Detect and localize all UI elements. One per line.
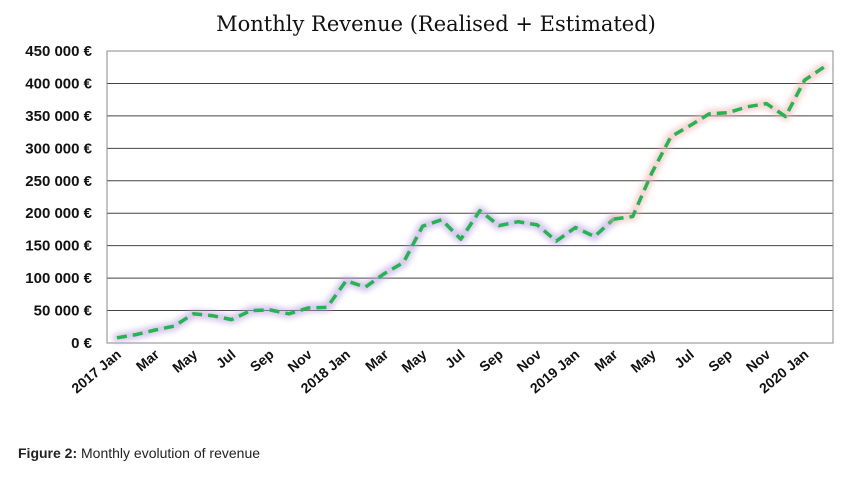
y-tick-label: 350 000 € — [25, 108, 92, 125]
y-tick-label: 250 000 € — [25, 173, 92, 190]
y-tick-label: 100 000 € — [25, 270, 92, 287]
x-tick-label: 2017 Jan — [68, 346, 124, 396]
revenue-chart: Monthly Revenue (Realised + Estimated) 0… — [25, 12, 834, 397]
x-tick-label: May — [628, 346, 659, 376]
x-tick-label: Nov — [284, 346, 315, 375]
figure-caption-label: Figure 2: — [18, 445, 78, 461]
x-tick-label: Sep — [247, 346, 277, 375]
grid-lines — [107, 82, 833, 312]
plot-area-border — [106, 50, 834, 344]
x-tick-label: Nov — [743, 346, 774, 375]
chart-title: Monthly Revenue (Realised + Estimated) — [216, 12, 656, 36]
x-tick-label: May — [398, 346, 429, 376]
series-group — [112, 62, 829, 343]
series-line-estimated — [613, 65, 825, 221]
x-tick-label: Sep — [705, 346, 735, 375]
x-tick-label: Mar — [362, 346, 392, 375]
y-tick-label: 400 000 € — [25, 75, 92, 92]
x-tick-label: Mar — [591, 346, 621, 375]
x-tick-label: Mar — [133, 346, 163, 375]
series-line-realised — [116, 208, 615, 340]
y-tick-label: 50 000 € — [34, 303, 93, 320]
y-tick-label: 200 000 € — [25, 205, 92, 222]
x-tick-label: Jul — [213, 346, 239, 371]
x-tick-label: Jul — [671, 346, 697, 371]
x-tick-label: Sep — [476, 346, 506, 375]
series-glow-estimated — [609, 62, 829, 224]
y-tick-label: 150 000 € — [25, 238, 92, 255]
figure-caption-text: Monthly evolution of revenue — [77, 445, 261, 461]
series-glow-realised — [112, 206, 619, 343]
x-tick-label: Nov — [514, 346, 545, 375]
x-tick-label: Jul — [442, 346, 468, 371]
y-tick-label: 0 € — [71, 335, 93, 352]
y-tick-label: 300 000 € — [25, 140, 92, 157]
figure-caption: Figure 2: Monthly evolution of revenue — [18, 445, 260, 461]
y-tick-label: 450 000 € — [25, 43, 92, 60]
x-tick-label: May — [169, 346, 200, 376]
y-axis-ticks: 0 € 50 000 € 100 000 € 150 000 € 200 000 € 25… — [25, 43, 92, 352]
